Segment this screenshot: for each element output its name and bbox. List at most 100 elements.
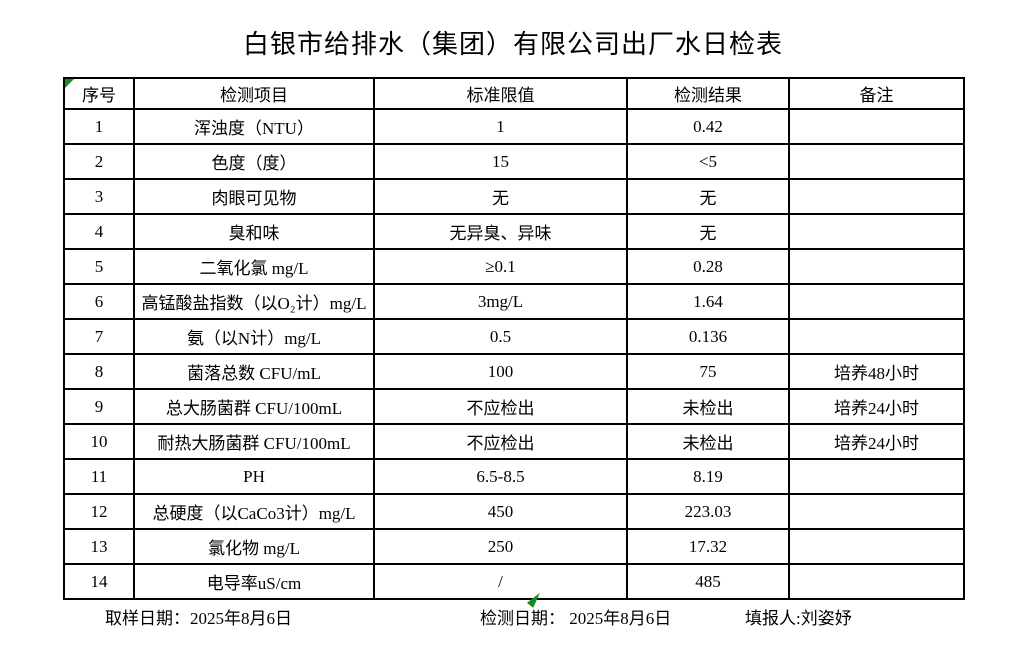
- table-cell: 浑浊度（NTU）: [133, 108, 375, 145]
- table-cell: 肉眼可见物: [133, 178, 375, 215]
- table-cell: 250: [373, 528, 628, 565]
- table-cell: 无: [626, 178, 790, 215]
- table-row: 8 菌落总数 CFU/mL 100 75 培养48小时: [63, 353, 965, 390]
- table-cell: 氨（以N计）mg/L: [133, 318, 375, 355]
- page-title: 白银市给排水（集团）有限公司出厂水日检表: [242, 30, 783, 59]
- table-cell: 1.64: [626, 283, 790, 320]
- table-cell: [788, 143, 965, 180]
- table-cell: 9: [63, 388, 135, 425]
- table-cell: 菌落总数 CFU/mL: [133, 353, 375, 390]
- header-row: 序号 检测项目 标准限值 检测结果 备注: [63, 77, 965, 110]
- table-cell: [788, 213, 965, 250]
- table-cell: 总硬度（以CaCo3计）mg/L: [133, 493, 375, 530]
- table-row: 12 总硬度（以CaCo3计）mg/L 450 223.03: [63, 493, 965, 530]
- reporter-label: 填报人:: [745, 609, 801, 628]
- table-cell: 1: [63, 108, 135, 145]
- table-row: 9 总大肠菌群 CFU/100mL 不应检出 未检出 培养24小时: [63, 388, 965, 425]
- table-cell: 15: [373, 143, 628, 180]
- table-cell: [788, 283, 965, 320]
- table-cell: 3: [63, 178, 135, 215]
- test-date: 检测日期： 2025年8月6日: [480, 604, 671, 629]
- table-row: 6 高锰酸盐指数（以O₂计）mg/L 3mg/L 1.64: [63, 283, 965, 320]
- table-footer: 取样日期：2025年8月6日 检测日期： 2025年8月6日 填报人:刘姿妤: [0, 604, 1035, 630]
- sampling-date-label: 取样日期：: [105, 609, 190, 628]
- table-cell: 耐热大肠菌群 CFU/100mL: [133, 423, 375, 460]
- column-header: 检测结果: [626, 77, 790, 110]
- table-row: 1 浑浊度（NTU） 1 0.42: [63, 108, 965, 145]
- table-cell: 无: [373, 178, 628, 215]
- table-cell: [788, 563, 965, 600]
- table-cell: 100: [373, 353, 628, 390]
- sampling-date-value: 2025年8月6日: [190, 609, 292, 628]
- table-cell: [788, 493, 965, 530]
- table-cell: 6.5-8.5: [373, 458, 628, 495]
- table-cell: 0.42: [626, 108, 790, 145]
- table-cell: 4: [63, 213, 135, 250]
- table-cell: <5: [626, 143, 790, 180]
- inspection-table: 序号 检测项目 标准限值 检测结果 备注 1 浑浊度（NTU） 1 0.42 2 色度（度） 15 <…: [63, 77, 965, 600]
- table-row: 3 肉眼可见物无无: [63, 178, 965, 215]
- table-cell: [788, 248, 965, 285]
- table-cell: 未检出: [626, 423, 790, 460]
- table-cell: [788, 178, 965, 215]
- table-cell: 色度（度）: [133, 143, 375, 180]
- table-cell: 无: [626, 213, 790, 250]
- table-row: 2 色度（度） 15 <5: [63, 143, 965, 180]
- table-cell: 12: [63, 493, 135, 530]
- inspection-table-wrap: 序号 检测项目 标准限值 检测结果 备注 1 浑浊度（NTU） 1 0.42 2 色度（度） 15 <…: [63, 77, 965, 608]
- table-cell: PH: [133, 458, 375, 495]
- table-cell: 2: [63, 143, 135, 180]
- test-date-label: 检测日期：: [480, 609, 565, 628]
- column-header: 序号: [63, 77, 135, 110]
- table-cell: 不应检出: [373, 388, 628, 425]
- table-cell: 11: [63, 458, 135, 495]
- green-corner-marker-icon: [65, 79, 74, 88]
- table-cell: 0.28: [626, 248, 790, 285]
- test-date-value: 2025年8月6日: [569, 609, 672, 628]
- table-cell: [788, 318, 965, 355]
- table-cell: 450: [373, 493, 628, 530]
- table-cell: 3mg/L: [373, 283, 628, 320]
- table-row: 10 耐热大肠菌群 CFU/100mL 不应检出 未检出 培养24小时: [63, 423, 965, 460]
- column-header: 标准限值: [373, 77, 628, 110]
- table-cell: 培养24小时: [788, 423, 965, 460]
- sampling-date: 取样日期：2025年8月6日: [105, 604, 292, 629]
- table-row: 4 臭和味 无异臭、异味无: [63, 213, 965, 250]
- table-row: 14 电导率uS/cm/485: [63, 563, 965, 600]
- table-cell: 17.32: [626, 528, 790, 565]
- table-cell: 电导率uS/cm: [133, 563, 375, 600]
- table-cell: 14: [63, 563, 135, 600]
- table-cell: 臭和味: [133, 213, 375, 250]
- table-row: 7 氨（以N计）mg/L 0.5 0.136: [63, 318, 965, 355]
- table-cell: 0.5: [373, 318, 628, 355]
- column-header: 检测项目: [133, 77, 375, 110]
- table-cell: ≥0.1: [373, 248, 628, 285]
- table-cell: 培养24小时: [788, 388, 965, 425]
- table-row: 5 二氧化氯 mg/L ≥0.1 0.28: [63, 248, 965, 285]
- table-cell: 未检出: [626, 388, 790, 425]
- table-cell: 10: [63, 423, 135, 460]
- table-cell: 二氧化氯 mg/L: [133, 248, 375, 285]
- table-cell: 13: [63, 528, 135, 565]
- table-cell: 75: [626, 353, 790, 390]
- table-cell: 6: [63, 283, 135, 320]
- table-cell: 1: [373, 108, 628, 145]
- table-cell: 总大肠菌群 CFU/100mL: [133, 388, 375, 425]
- table-cell: 无异臭、异味: [373, 213, 628, 250]
- table-cell: 8: [63, 353, 135, 390]
- table-row: 13 氯化物 mg/L 250 17.32: [63, 528, 965, 565]
- table-cell: 223.03: [626, 493, 790, 530]
- table-cell: 不应检出: [373, 423, 628, 460]
- table-cell: 7: [63, 318, 135, 355]
- table-cell: 培养48小时: [788, 353, 965, 390]
- table-cell: 0.136: [626, 318, 790, 355]
- table-body: 1 浑浊度（NTU） 1 0.42 2 色度（度） 15 <5 3 肉眼可见物无无 4 臭和味 无异臭、…: [63, 108, 965, 600]
- table-cell: [788, 528, 965, 565]
- reporter-value: 刘姿妤: [800, 609, 852, 628]
- table-cell: [788, 108, 965, 145]
- table-cell: 氯化物 mg/L: [133, 528, 375, 565]
- table-row: 11 PH 6.5-8.5 8.19: [63, 458, 965, 495]
- reporter: 填报人:刘姿妤: [745, 604, 852, 629]
- column-header: 备注: [788, 77, 965, 110]
- table-cell: 高锰酸盐指数（以O₂计）mg/L: [133, 283, 375, 320]
